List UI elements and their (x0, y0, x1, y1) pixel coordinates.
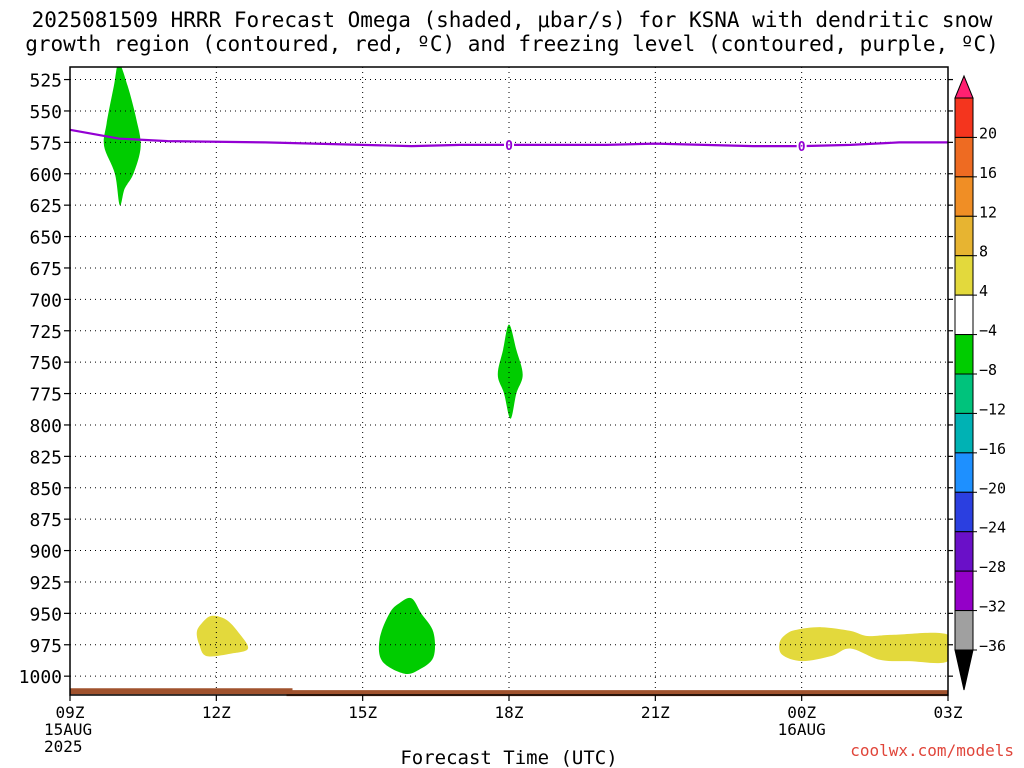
y-tick-label-900: 900 (29, 542, 62, 563)
y-tick-label-525: 525 (29, 71, 62, 92)
x-tick-label-0-1: 15AUG (44, 720, 92, 739)
omega-shaded-region-3 (378, 597, 436, 675)
colorbar-label-9: −16 (979, 440, 1006, 458)
omega-shaded-region-4 (196, 615, 249, 657)
chart-title-line-1: 2025081509 HRRR Forecast Omega (shaded, … (31, 8, 993, 32)
x-tick-label-5-0: 00Z (787, 703, 816, 722)
omega-shaded-region-1 (103, 67, 141, 206)
colorbar-swatch-9 (954, 412, 974, 454)
colorbar-swatch-2 (954, 136, 974, 178)
y-tick-label-875: 875 (29, 510, 62, 531)
y-tick-label-750: 750 (29, 353, 62, 374)
y-tick-label-650: 650 (29, 228, 62, 249)
colorbar-label-5: 4 (979, 282, 988, 300)
y-tick-label-775: 775 (29, 385, 62, 406)
x-tick-label-4-0: 21Z (641, 703, 670, 722)
omega-shaded-region-2 (497, 324, 523, 419)
y-tick-label-550: 550 (29, 102, 62, 123)
y-tick-label-800: 800 (29, 416, 62, 437)
chart-title-line-2: growth region (contoured, red, ºC) and f… (25, 32, 999, 56)
colorbar-label-1: 20 (979, 124, 997, 142)
x-axis-title: Forecast Time (UTC) (400, 747, 617, 768)
x-tick-label-6-0: 03Z (934, 703, 963, 722)
colorbar-swatch-4 (954, 215, 974, 257)
freezing-level-label-2: 0 (798, 140, 806, 155)
colorbar-label-8: −12 (979, 400, 1006, 418)
freezing-level-contour (69, 128, 948, 148)
y-tick-label-700: 700 (29, 290, 62, 311)
x-tick-label-0-2: 2025 (44, 737, 83, 756)
y-tick-label-850: 850 (29, 479, 62, 500)
colorbar-swatch-14 (954, 610, 974, 651)
y-tick-label-950: 950 (29, 604, 62, 625)
colorbar-swatch-6 (954, 294, 974, 336)
y-tick-label-575: 575 (29, 133, 62, 154)
colorbar-swatch-1 (954, 97, 974, 138)
colorbar-label-10: −20 (979, 479, 1006, 497)
x-tick-label-1-0: 12Z (202, 703, 231, 722)
colorbar-swatch-11 (954, 491, 974, 533)
colorbar-swatch-5 (954, 255, 974, 296)
omega-shaded-region-5 (779, 627, 948, 664)
colorbar-label-14: −36 (979, 637, 1006, 655)
colorbar-label-12: −28 (979, 558, 1006, 576)
colorbar-swatch-3 (954, 176, 974, 217)
x-tick-label-5-1: 16AUG (778, 720, 826, 739)
y-tick-label-625: 625 (29, 196, 62, 217)
colorbar-swatch-13 (954, 570, 974, 612)
freezing-level-label-bg-2 (796, 138, 807, 154)
surface-terrain-line (70, 688, 948, 697)
colorbar-label-11: −24 (979, 519, 1006, 537)
y-tick-label-925: 925 (29, 573, 62, 594)
x-tick-label-2-0: 15Z (348, 703, 377, 722)
x-tick-label-0-0: 09Z (56, 703, 85, 722)
colorbar-swatch-12 (954, 531, 974, 572)
colorbar-swatch-7 (954, 334, 974, 375)
y-tick-label-600: 600 (29, 165, 62, 186)
freezing-level-label-1: 0 (505, 139, 513, 154)
y-tick-label-1000: 1000 (19, 667, 62, 688)
colorbar-label-7: −8 (979, 361, 997, 379)
colorbar-label-6: −4 (979, 322, 997, 340)
y-tick-label-675: 675 (29, 259, 62, 280)
freezing-level-label-bg-1 (504, 136, 514, 152)
colorbar-label-4: 8 (979, 243, 988, 261)
y-tick-label-975: 975 (29, 636, 62, 657)
colorbar-swatch-10 (954, 452, 974, 493)
colorbar-top-arrow (954, 74, 974, 99)
colorbar-label-3: 12 (979, 203, 997, 221)
y-tick-label-725: 725 (29, 322, 62, 343)
colorbar-bottom-arrow (954, 649, 974, 691)
colorbar-label-2: 16 (979, 164, 997, 182)
x-tick-label-3-0: 18Z (495, 703, 524, 722)
colorbar-label-13: −32 (979, 598, 1006, 616)
colorbar-swatch-8 (954, 373, 974, 414)
y-tick-label-825: 825 (29, 447, 62, 468)
site-credit: coolwx.com/models (850, 741, 1014, 760)
